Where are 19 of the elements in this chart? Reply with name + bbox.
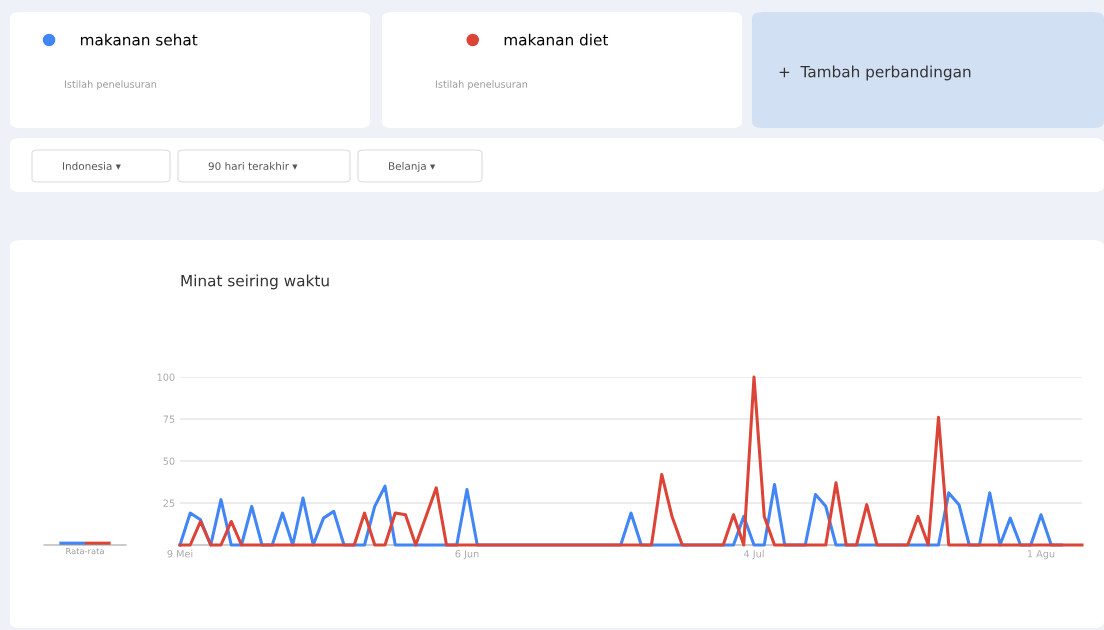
y-tick-label: 100 [157,373,175,381]
line-series [178,375,1084,547]
text: Istilah penelusuran [435,80,528,90]
x-tick-label: 4 Jul [743,549,764,560]
x-tick-label: 9 Mei [167,549,193,558]
text: + Tambah perbandingan [779,65,971,81]
chart-title: Minat seiring waktu [181,274,329,290]
y-tick-label: 50 [163,457,175,465]
text: 90 hari terakhir ▾ [208,161,298,171]
legend-label: makanan sehat [80,33,198,46]
x-tick-label: 6 Jun [455,550,479,560]
x-axis-title: Rata-rata [66,548,104,555]
y-tick-label: 25 [163,499,175,507]
text: Indonesia ▾ [63,161,121,171]
x-tick-label: 1 Agu [1027,550,1055,560]
legend-label: makanan diet [504,33,609,46]
text: Istilah penelusuran [64,80,157,90]
text: Belanja ▾ [389,161,436,173]
y-tick-label: 75 [163,415,175,423]
